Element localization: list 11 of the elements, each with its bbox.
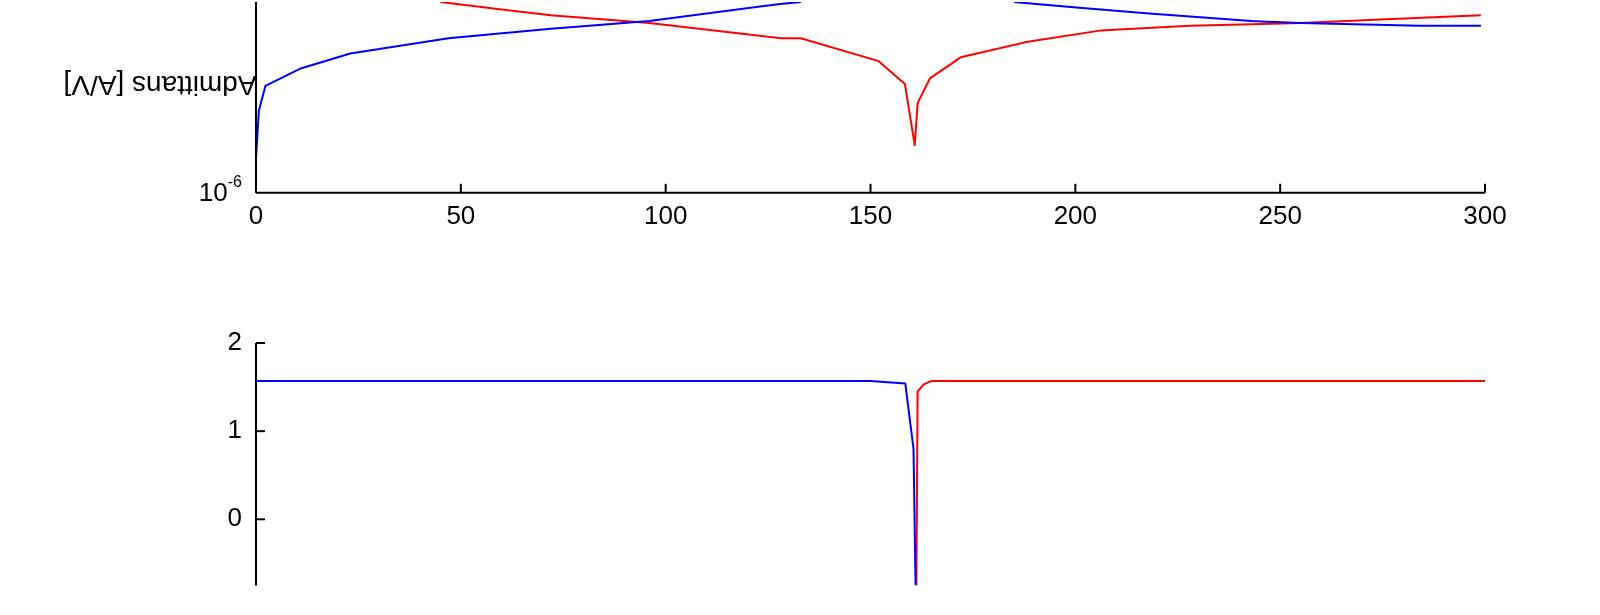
x-tick-label: 300 bbox=[1463, 199, 1507, 230]
x-tick-label: 50 bbox=[446, 199, 476, 230]
x-tick-label: 0 bbox=[248, 199, 264, 230]
x-tick-label: 250 bbox=[1258, 199, 1302, 230]
y-axis-title: Admittans [A/V] bbox=[63, 69, 257, 101]
x-tick-label: 150 bbox=[848, 199, 893, 230]
x-tick-label: 100 bbox=[643, 199, 688, 230]
y-tick-label: 2 bbox=[227, 326, 242, 357]
y-tick-label: 0 bbox=[227, 502, 242, 533]
y-tick-label: 1 bbox=[227, 414, 242, 445]
x-tick-label: 200 bbox=[1053, 199, 1098, 230]
